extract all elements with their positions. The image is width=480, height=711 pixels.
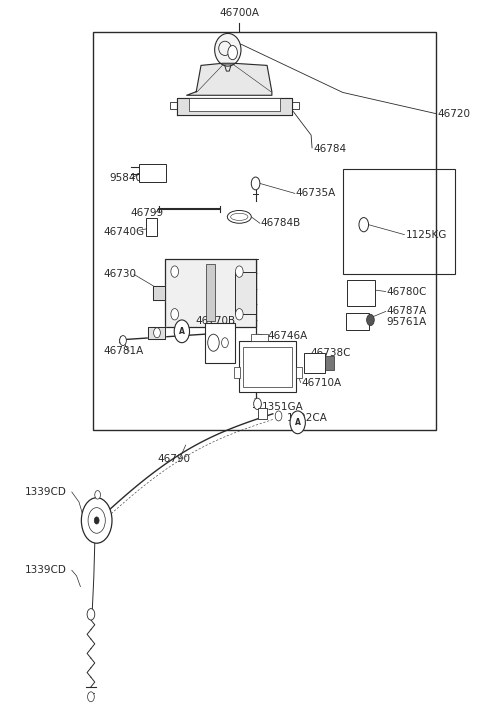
Text: 46787A: 46787A [387, 306, 427, 316]
Circle shape [228, 46, 238, 60]
Text: 1351GA: 1351GA [262, 402, 304, 412]
Polygon shape [177, 98, 292, 115]
Text: 46740G: 46740G [103, 227, 144, 237]
Text: 1339CD: 1339CD [25, 487, 67, 497]
Bar [240, 341, 296, 392]
Bar [93, 32, 435, 430]
Bar [189, 98, 280, 111]
Ellipse shape [215, 33, 241, 66]
Bar [205, 323, 235, 363]
Circle shape [87, 609, 95, 620]
Text: 46746A: 46746A [267, 331, 307, 341]
Bar [139, 164, 166, 182]
Circle shape [94, 517, 99, 524]
Bar [347, 280, 375, 306]
Circle shape [171, 266, 179, 277]
Bar [251, 334, 267, 341]
Text: 46735A: 46735A [296, 188, 336, 198]
Text: 95840: 95840 [109, 173, 142, 183]
Text: 46790: 46790 [157, 454, 190, 464]
Circle shape [359, 218, 369, 232]
Text: 46720: 46720 [438, 109, 471, 119]
Bar [343, 169, 455, 274]
Circle shape [236, 266, 243, 277]
Text: 46710A: 46710A [301, 378, 342, 387]
Circle shape [120, 336, 126, 346]
Text: 46780C: 46780C [387, 287, 427, 296]
Text: A: A [179, 327, 185, 336]
Bar [146, 218, 156, 236]
Bar [304, 353, 325, 373]
Text: 95761A: 95761A [387, 317, 427, 327]
Circle shape [82, 498, 112, 543]
Polygon shape [148, 327, 165, 339]
Text: 1339CD: 1339CD [25, 565, 67, 575]
Text: 46770B: 46770B [195, 316, 235, 326]
Bar [243, 347, 292, 387]
Circle shape [87, 692, 94, 702]
Circle shape [95, 491, 100, 499]
Text: 46799: 46799 [130, 208, 163, 218]
Bar [258, 408, 267, 419]
Text: 46738C: 46738C [310, 348, 351, 358]
Text: 1022CA: 1022CA [287, 413, 328, 423]
Text: 46781A: 46781A [103, 346, 144, 356]
Text: 46784: 46784 [313, 144, 347, 154]
Circle shape [171, 309, 179, 320]
Ellipse shape [228, 210, 251, 223]
Polygon shape [187, 63, 272, 95]
Polygon shape [153, 286, 165, 300]
Bar [346, 313, 369, 330]
Bar [235, 272, 256, 314]
Circle shape [290, 411, 305, 434]
Circle shape [174, 320, 190, 343]
Circle shape [275, 411, 282, 421]
Text: A: A [295, 418, 300, 427]
Bar [206, 264, 216, 321]
Text: 46784B: 46784B [261, 218, 301, 228]
Circle shape [253, 398, 261, 410]
Text: 46700A: 46700A [219, 9, 259, 18]
Circle shape [367, 314, 374, 326]
Bar [296, 367, 302, 378]
Circle shape [236, 309, 243, 320]
Bar [165, 259, 256, 327]
Bar [234, 367, 240, 378]
Text: 46730: 46730 [103, 269, 136, 279]
Bar [324, 356, 334, 370]
Text: 1125KG: 1125KG [406, 230, 447, 240]
Circle shape [154, 328, 160, 338]
Circle shape [251, 177, 260, 190]
